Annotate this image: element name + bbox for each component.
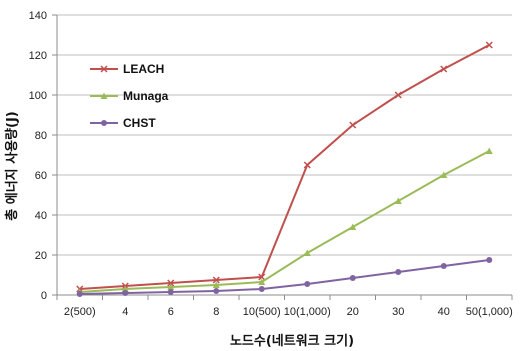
series-line (79, 259, 490, 295)
data-point (349, 121, 357, 129)
marker-stroke (394, 91, 402, 99)
legend-label: LEACH (123, 62, 164, 76)
series-line (79, 150, 490, 293)
marker-stroke (100, 65, 108, 73)
data-point (258, 273, 266, 281)
x-tick-labels: 2(500) 4 6 8 10(500) 10(1,000) 20 30 40 50(1,000) (64, 306, 513, 318)
y-axis-title: 총 에너지 사용량(J) (4, 111, 20, 221)
y-tick-label: 80 (35, 130, 47, 142)
y-tick-labels: 0 20 40 60 80 100 120 140 (29, 10, 47, 302)
data-point (167, 279, 175, 287)
data-point (440, 65, 448, 73)
y-tick-label: 20 (35, 250, 47, 262)
data-point (212, 276, 220, 284)
legend: LEACH Munaga CHST (90, 62, 169, 130)
legend-item-chst: CHST (90, 116, 156, 130)
data-point (167, 283, 175, 290)
data-point (303, 161, 311, 169)
y-tick-label: 0 (41, 290, 47, 302)
x-tick-label: 50(1,000) (466, 306, 513, 318)
legend-marker (100, 92, 108, 99)
x-tick-label: 40 (438, 306, 450, 318)
series-chst (76, 257, 493, 297)
marker-stroke (303, 161, 311, 169)
x-tick-label: 20 (347, 306, 359, 318)
marker-stroke (167, 279, 175, 287)
data-point (440, 263, 447, 269)
data-point (121, 285, 129, 292)
series-line (79, 44, 490, 290)
data-point (486, 257, 493, 263)
x-tick-label: 8 (213, 306, 219, 318)
data-point (167, 289, 174, 295)
x-axis-title: 노드수(네트워크 크기) (230, 333, 354, 349)
legend-marker (100, 65, 108, 73)
y-tick-label: 40 (35, 210, 47, 222)
x-tick-label: 6 (168, 306, 174, 318)
x-tick-label: 10(500) (243, 306, 281, 318)
marker-stroke (440, 65, 448, 73)
y-tick-label: 60 (35, 170, 47, 182)
x-tick-label: 10(1,000) (284, 306, 331, 318)
series-group (76, 41, 493, 297)
data-point (485, 41, 493, 49)
y-tick-label: 140 (29, 10, 47, 22)
data-point (394, 197, 402, 204)
legend-marker (101, 120, 107, 126)
marker-stroke (212, 276, 220, 284)
data-point (213, 288, 220, 294)
data-point (440, 171, 448, 178)
axes (52, 14, 513, 300)
x-tick-label: 4 (122, 306, 128, 318)
data-point (258, 286, 265, 292)
data-point (395, 269, 402, 275)
legend-item-leach: LEACH (90, 62, 164, 76)
y-tick-label: 100 (29, 90, 47, 102)
legend-label: CHST (123, 116, 156, 130)
marker-stroke (349, 121, 357, 129)
data-point (304, 281, 311, 287)
data-point (212, 281, 220, 288)
legend-label: Munaga (123, 89, 169, 103)
legend-item-munaga: Munaga (90, 89, 169, 103)
data-point (76, 291, 83, 297)
data-point (303, 249, 311, 256)
x-tick-label: 2(500) (64, 306, 96, 318)
x-tick-label: 30 (392, 306, 404, 318)
data-point (394, 91, 402, 99)
data-point (258, 278, 266, 285)
gridlines (57, 14, 512, 256)
marker-stroke (485, 41, 493, 49)
data-point (122, 290, 129, 296)
data-point (485, 147, 493, 154)
marker-stroke (258, 273, 266, 281)
data-point (349, 275, 356, 281)
y-tick-label: 120 (29, 50, 47, 62)
data-point (349, 223, 357, 230)
